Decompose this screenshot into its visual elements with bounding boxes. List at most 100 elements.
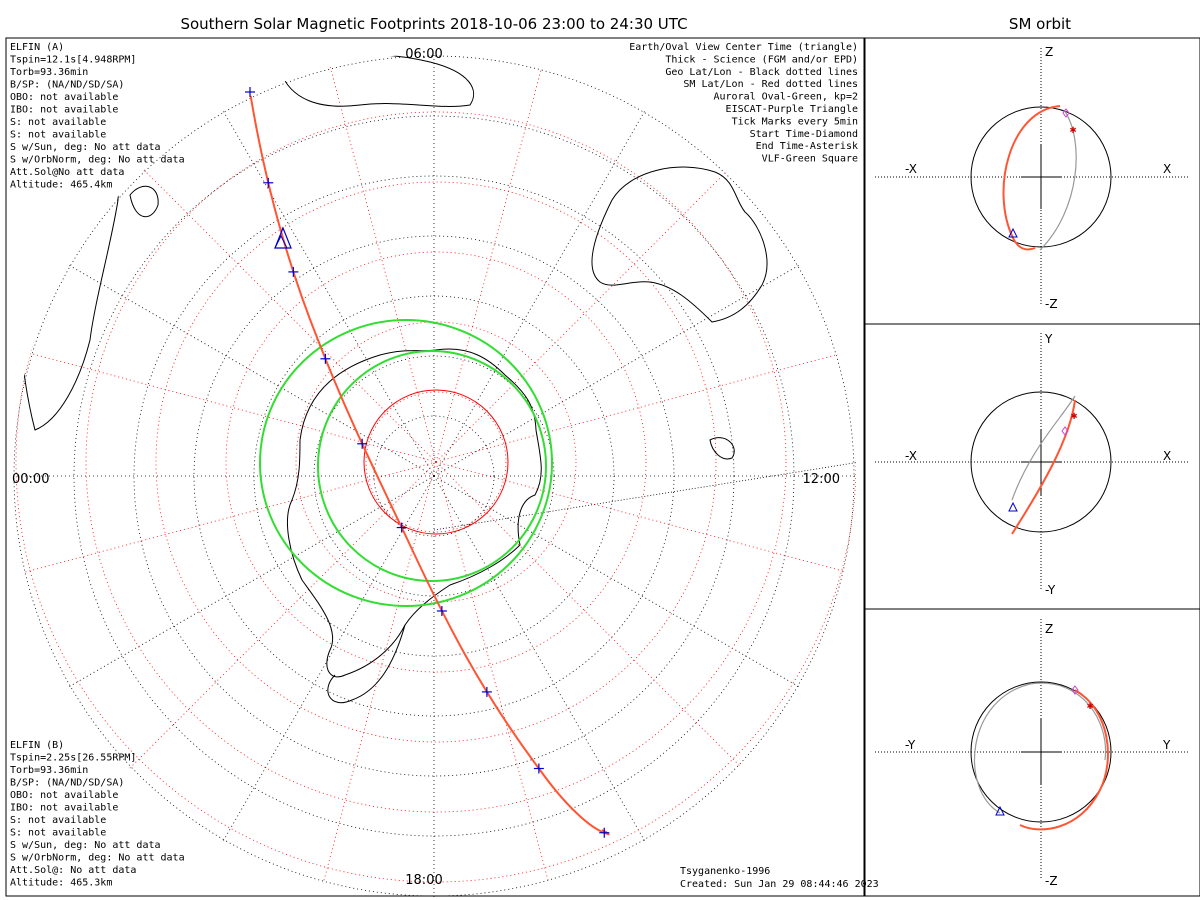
track-tick — [599, 827, 610, 838]
polar-map: 06:00 00:00 12:00 18:00 — [12, 47, 856, 898]
track-tick — [263, 177, 274, 188]
geo-lon-line — [433, 110, 646, 477]
clock-label-left: 00:00 — [12, 472, 49, 487]
orbit-track-a — [1019, 689, 1109, 831]
axis-label-right: X — [1163, 162, 1171, 176]
probe_a-line-6: S: not available — [10, 117, 106, 128]
antarctica-coast — [286, 348, 542, 678]
orbit-panel-xz — [864, 37, 1200, 325]
sm-lat-circle — [225, 251, 647, 673]
clock-label-bottom: 18:00 — [405, 873, 442, 888]
orbit-panel-xy — [864, 323, 1200, 610]
end-asterisk: ✱ — [1087, 699, 1094, 712]
sm-lon-line — [316, 54, 437, 463]
probe_b-line-2: Torb=93.36min — [10, 765, 88, 776]
earth-outline — [970, 681, 1112, 823]
legend-line-8: Start Time-Diamond — [750, 129, 858, 140]
sm-lon-line — [435, 342, 856, 463]
track-tick — [245, 87, 255, 97]
orbit-panel-2-content: ✱ Y -X X -Y — [875, 332, 1190, 597]
legend-line-5: Auroral Oval-Green, kp=2 — [714, 92, 859, 103]
probe_a-line-4: OBO: not available — [10, 92, 118, 103]
axis-label-top: Y — [1044, 332, 1053, 346]
sm-lon-line — [435, 54, 556, 463]
probe_b-line-8: S w/Sun, deg: No att data — [10, 840, 161, 851]
probe_b-line-4: OBO: not available — [10, 790, 118, 801]
auroral-oval-inner — [317, 350, 547, 582]
earth-outline — [970, 391, 1112, 533]
sm-lon-line — [316, 461, 437, 898]
probe-a-info: ELFIN (A) Tspin=12.1s[4.948RPM]Torb=93.3… — [10, 42, 185, 191]
five-minute-ticks — [245, 87, 610, 838]
probe_a-line-1: Tspin=12.1s[4.948RPM] — [10, 55, 136, 66]
created-label: Created: Sun Jan 29 08:44:46 2023 — [680, 879, 879, 890]
end-asterisk: ✱ — [1070, 123, 1077, 136]
auroral-oval-outer — [259, 319, 553, 607]
australia-coast — [591, 166, 768, 323]
probe_a-line-9: S w/OrbNorm, deg: No att data — [10, 155, 185, 166]
probe-b-info: ELFIN (B) Tspin=2.25s[26.55RPM]Torb=93.3… — [10, 740, 185, 889]
track-tick — [288, 266, 299, 277]
sm-lon-line — [435, 461, 856, 582]
geo-lon-line — [68, 264, 435, 477]
sm-lon-line — [110, 136, 437, 463]
orbit-title: SM orbit — [1009, 15, 1071, 33]
auroral-ovals — [259, 319, 553, 607]
model-label: Tsyganenko-1996 — [680, 866, 770, 877]
orbit-track-b — [973, 682, 1107, 814]
legend-line-6: EISCAT-Purple Triangle — [726, 104, 858, 115]
legend-line-4: SM Lat/Lon - Red dotted lines — [683, 79, 858, 90]
sm-lat-circle — [365, 391, 507, 533]
start-diamond — [1061, 426, 1069, 436]
legend-line-7: Tick Marks every 5min — [732, 116, 858, 127]
view-triangle — [995, 805, 1005, 816]
track-tick — [436, 605, 447, 616]
probe_b-line-5: IBO: not available — [10, 803, 118, 814]
probe-a-name: ELFIN (A) — [10, 42, 64, 53]
track-tick — [320, 353, 331, 364]
axis-label-bottom: -Z — [1045, 874, 1058, 888]
peninsula-coast — [327, 624, 406, 704]
sm-lon-line — [110, 461, 437, 788]
view-triangle — [1008, 227, 1018, 238]
sm-lat-circle — [295, 321, 577, 603]
axis-label-right: X — [1163, 449, 1171, 463]
probe_b-line-3: B/SP: (NA/ND/SD/SA) — [10, 778, 124, 789]
end-asterisk: ✱ — [1071, 409, 1078, 422]
clock-label-top: 06:00 — [405, 47, 442, 62]
figure-title: Southern Solar Magnetic Footprints 2018-… — [180, 15, 687, 33]
orbit-panel-yz — [864, 608, 1200, 897]
axis-label-bottom: -Y — [1045, 583, 1056, 597]
orbit-panel-3-content: ✱ Z -Y Y -Z — [875, 619, 1190, 888]
track-tick — [533, 763, 544, 774]
geo-grid — [12, 54, 856, 898]
sm-lon-line — [435, 461, 556, 898]
probe_a-line-8: S w/Sun, deg: No att data — [10, 142, 161, 153]
sm-lon-line — [435, 136, 762, 463]
geo-meridian-line — [433, 461, 856, 531]
probe_a-line-11: Altitude: 465.4km — [10, 180, 112, 191]
legend-line-1: Earth/Oval View Center Time (triangle) — [629, 42, 858, 53]
probe_a-line-2: Torb=93.36min — [10, 67, 88, 78]
probe_a-line-5: IBO: not available — [10, 105, 118, 116]
geo-lon-line — [433, 264, 800, 477]
axis-label-left: -X — [905, 449, 917, 463]
legend-line-3: Geo Lat/Lon - Black dotted lines — [665, 67, 858, 78]
clock-label-right: 12:00 — [803, 472, 840, 487]
track-layer — [249, 91, 610, 836]
axis-label-top: Z — [1045, 45, 1053, 59]
axis-label-top: Z — [1045, 622, 1053, 636]
track-tick — [357, 438, 368, 449]
orbit-track-a — [1002, 105, 1061, 251]
probe_b-line-10: Att.Sol@: No att data — [10, 865, 136, 876]
geo-lon-line — [68, 475, 435, 688]
geo-lon-line — [222, 110, 435, 477]
view-triangle — [1008, 501, 1018, 512]
sm-lon-line — [435, 461, 762, 788]
new-zealand-coast — [709, 117, 751, 460]
track-tick — [481, 686, 492, 697]
probe_b-line-9: S w/OrbNorm, deg: No att data — [10, 853, 185, 864]
earth-outline — [970, 106, 1112, 248]
view-center-triangle-inner — [274, 234, 288, 249]
